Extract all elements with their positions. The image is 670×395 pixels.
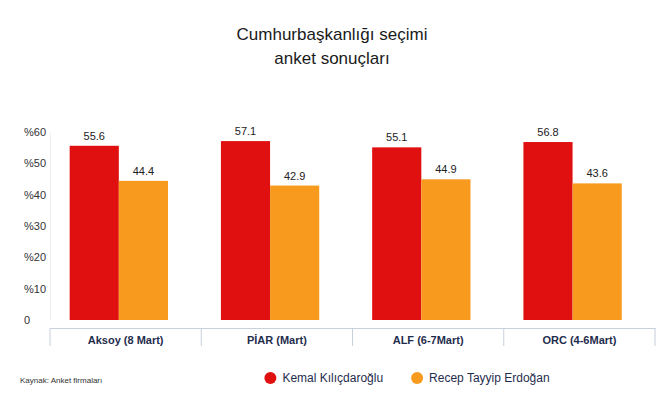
bars bbox=[70, 141, 622, 320]
category-separator bbox=[50, 328, 51, 346]
y-axis-line bbox=[50, 133, 51, 321]
data-label: 56.8 bbox=[537, 126, 558, 138]
legend: Kemal Kılıçdaroğlu Recep Tayyip Erdoğan bbox=[264, 371, 549, 385]
data-label: 55.6 bbox=[84, 130, 105, 142]
y-tick-label: %30 bbox=[24, 220, 46, 232]
bar bbox=[421, 179, 470, 320]
y-tick: 0 bbox=[24, 314, 50, 326]
legend-marker bbox=[264, 372, 276, 384]
y-tick-label: 0 bbox=[24, 314, 30, 326]
title: Cumhurbaşkanlığı seçimi anket sonuçları bbox=[237, 25, 428, 68]
bar bbox=[221, 141, 270, 320]
category-separators bbox=[50, 328, 655, 346]
bar bbox=[573, 183, 622, 320]
bar bbox=[372, 147, 421, 320]
category-separator bbox=[201, 328, 202, 346]
data-label: 44.4 bbox=[133, 165, 154, 177]
title-line: Cumhurbaşkanlığı seçimi bbox=[237, 25, 428, 44]
x-tick-label: ALF (6-7Mart) bbox=[393, 334, 464, 346]
category-separator bbox=[352, 328, 353, 346]
bar bbox=[70, 146, 119, 320]
y-tick: %50 bbox=[24, 157, 50, 169]
x-tick: ORC (4-6Mart) bbox=[542, 328, 616, 346]
y-tick: %60 bbox=[24, 126, 50, 138]
legend-item: Recep Tayyip Erdoğan bbox=[411, 371, 550, 385]
legend-marker bbox=[411, 372, 423, 384]
title-line: anket sonuçları bbox=[274, 49, 389, 68]
y-tick-label: %50 bbox=[24, 157, 46, 169]
legend-label: Recep Tayyip Erdoğan bbox=[429, 371, 550, 385]
y-tick: %30 bbox=[24, 220, 50, 232]
y-tick: %40 bbox=[24, 189, 50, 201]
y-tick-label: %40 bbox=[24, 189, 46, 201]
x-tick-label: PİAR (Mart) bbox=[247, 334, 307, 346]
x-axis: Aksoy (8 Mart) PİAR (Mart) ALF (6-7Mart) OR… bbox=[51, 328, 656, 346]
source: Kaynak: Anket firmaları bbox=[20, 376, 102, 385]
x-tick: Aksoy (8 Mart) bbox=[88, 328, 164, 346]
x-tick-label: Aksoy (8 Mart) bbox=[88, 334, 164, 346]
y-tick: %10 bbox=[24, 283, 50, 295]
legend-label: Kemal Kılıçdaroğlu bbox=[282, 371, 383, 385]
category-separator bbox=[503, 328, 504, 346]
x-tick: PİAR (Mart) bbox=[247, 328, 307, 346]
x-tick-label: ORC (4-6Mart) bbox=[542, 334, 616, 346]
data-label: 55.1 bbox=[386, 131, 407, 143]
y-tick: %20 bbox=[24, 251, 50, 263]
y-axis: 0 %10 %20 %30 %40 %50 %60 bbox=[24, 126, 51, 326]
data-label: 44.9 bbox=[435, 163, 456, 175]
data-label: 42.9 bbox=[284, 170, 305, 182]
category-separator bbox=[655, 328, 656, 346]
x-tick: ALF (6-7Mart) bbox=[393, 328, 464, 346]
y-tick-label: %10 bbox=[24, 283, 46, 295]
data-label: 57.1 bbox=[235, 125, 256, 137]
legend-item: Kemal Kılıçdaroğlu bbox=[264, 371, 383, 385]
data-labels: 55.6 57.1 55.1 56.8 44.4 42.9 44.9 43.6 bbox=[84, 125, 608, 181]
y-tick-label: %20 bbox=[24, 251, 46, 263]
chart: Cumhurbaşkanlığı seçimi anket sonuçları 0%… bbox=[0, 0, 670, 395]
bar bbox=[523, 142, 572, 320]
bar bbox=[270, 186, 319, 320]
bar bbox=[119, 181, 168, 320]
y-tick-label: %60 bbox=[24, 126, 46, 138]
data-label: 43.6 bbox=[586, 167, 607, 179]
